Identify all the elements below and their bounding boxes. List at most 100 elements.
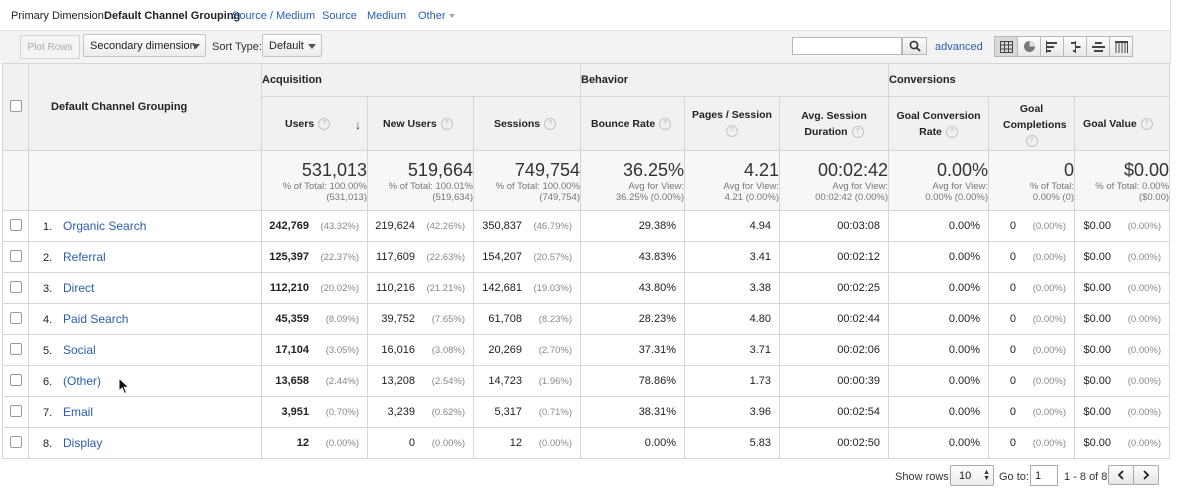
col-goal-value[interactable]: Goal Value? <box>1074 96 1171 151</box>
help-icon[interactable]: ? <box>1140 117 1153 130</box>
advanced-filter-link[interactable]: advanced <box>935 41 983 53</box>
search-button[interactable] <box>902 37 927 55</box>
metric-percent: (42.26%) <box>426 221 465 232</box>
row-dimension-link[interactable]: (Other) <box>63 374 102 388</box>
chevron-left-icon <box>1117 470 1124 480</box>
metric-value: 16,016 <box>381 344 415 356</box>
metric-value: 12 <box>509 437 522 449</box>
metric-value: 3.38 <box>749 282 771 294</box>
metric-value: 0 <box>1009 220 1017 232</box>
help-icon[interactable]: ? <box>851 125 864 138</box>
row-checkbox[interactable] <box>9 218 22 231</box>
total-sub: (531,013) <box>326 192 367 203</box>
plot-rows-button[interactable]: Plot Rows <box>20 35 80 59</box>
totals-empty-cell <box>28 150 262 211</box>
row-dimension-link[interactable]: Paid Search <box>63 312 129 326</box>
primary-dimension-other[interactable]: Other <box>418 10 455 22</box>
col-avg-session-duration[interactable]: Avg. Session Duration? <box>778 96 890 151</box>
metric-percent: (0.00%) <box>1127 376 1162 387</box>
row-dimension-link[interactable]: Email <box>63 405 94 419</box>
goto-input[interactable]: 1 <box>1030 465 1058 486</box>
pivot-view-button[interactable] <box>1109 36 1133 57</box>
col-users[interactable]: Users? ↓ <box>261 96 368 151</box>
help-icon[interactable]: ? <box>945 125 958 138</box>
row-checkbox[interactable] <box>9 373 22 386</box>
row-metric-cell: 00:03:08 <box>778 210 890 242</box>
pie-icon <box>1023 41 1035 52</box>
row-checkbox[interactable] <box>9 404 22 417</box>
row-metric-cell: 0.00% <box>888 365 990 397</box>
row-checkbox-cell <box>2 365 29 397</box>
row-checkbox[interactable] <box>9 342 22 355</box>
primary-dimension-source-medium[interactable]: Source / Medium <box>232 10 316 22</box>
row-checkbox[interactable] <box>9 311 22 324</box>
help-icon[interactable]: ? <box>544 117 557 130</box>
col-bounce-rate[interactable]: Bounce Rate? <box>580 96 685 151</box>
row-checkbox[interactable] <box>9 280 22 293</box>
primary-dimension-bar: Primary Dimension: Default Channel Group… <box>0 0 1171 30</box>
help-icon[interactable]: ? <box>659 117 672 130</box>
metric-value: 0 <box>1009 251 1017 263</box>
row-metric-cell: 0.00% <box>888 334 990 366</box>
total-users: 531,013% of Total: 100.00% (531,013) <box>261 150 368 211</box>
explorer-table: Default Channel Grouping Acquisition Beh… <box>2 63 1171 459</box>
row-metric-cell: 45,359 (8.09%) <box>261 303 368 335</box>
pie-view-button[interactable] <box>1017 36 1041 57</box>
totals-row: 531,013% of Total: 100.00% (531,013) 519,… <box>2 150 1171 211</box>
table-icon <box>999 40 1013 53</box>
row-dimension-link[interactable]: Organic Search <box>63 219 147 233</box>
col-new-users[interactable]: New Users? <box>367 96 474 151</box>
total-value: 749,754 <box>514 160 580 180</box>
term-cloud-view-button[interactable] <box>1086 36 1110 57</box>
help-icon[interactable]: ? <box>1025 135 1038 148</box>
table-view-button[interactable] <box>994 36 1018 57</box>
dimension-header[interactable]: Default Channel Grouping <box>28 63 262 151</box>
col-goal-completions[interactable]: Goal Completions? <box>988 96 1076 151</box>
metric-value: 0.00% <box>948 220 981 232</box>
sort-type-select[interactable]: Default <box>262 34 322 57</box>
comparison-view-button[interactable] <box>1063 36 1087 57</box>
metric-value: 219,624 <box>375 220 415 232</box>
metric-percent: (3.08%) <box>431 345 465 356</box>
pivot-icon <box>1114 40 1128 53</box>
select-all-checkbox[interactable] <box>9 99 22 112</box>
col-goal-conversion-rate[interactable]: Goal Conversion Rate? <box>888 96 990 151</box>
help-icon[interactable]: ? <box>726 125 738 138</box>
row-checkbox-cell <box>2 241 29 273</box>
table-search-input[interactable] <box>792 37 902 55</box>
total-sub: 00:02:42 (0.00%) <box>815 192 889 203</box>
row-checkbox[interactable] <box>9 435 22 448</box>
total-pages-session: 4.21 Avg for View: 4.21 (0.00%) <box>684 150 780 211</box>
total-sub: % of Total: 100.01% <box>388 181 473 192</box>
row-dimension-link[interactable]: Social <box>63 343 96 357</box>
prev-page-button[interactable] <box>1108 465 1134 485</box>
total-value: 0 <box>1064 160 1075 180</box>
row-dimension-link[interactable]: Display <box>63 436 103 450</box>
help-icon[interactable]: ? <box>440 117 453 130</box>
metric-value: 3.41 <box>749 251 771 263</box>
next-page-button[interactable] <box>1133 465 1159 485</box>
performance-view-button[interactable] <box>1040 36 1064 57</box>
metric-percent: (0.00%) <box>1127 252 1162 263</box>
col-sessions[interactable]: Sessions? <box>473 96 581 151</box>
col-pages-session[interactable]: Pages / Session? <box>684 96 780 151</box>
primary-dimension-source[interactable]: Source <box>322 10 357 22</box>
primary-dimension-medium[interactable]: Medium <box>367 10 407 22</box>
row-metric-cell: 12 (0.00%) <box>473 427 581 459</box>
metric-value: 12 <box>296 437 309 449</box>
secondary-dimension-select[interactable]: Secondary dimension <box>83 34 206 57</box>
table-toolbar: Plot Rows Secondary dimension Sort Type:… <box>0 30 1171 64</box>
help-icon[interactable]: ? <box>318 117 331 130</box>
row-checkbox[interactable] <box>9 249 22 262</box>
row-metric-cell: 350,837 (46.79%) <box>473 210 581 242</box>
metric-value: 61,708 <box>488 313 522 325</box>
row-metric-cell: 20,269 (2.70%) <box>473 334 581 366</box>
group-conversions: Conversions <box>888 63 1171 97</box>
row-metric-cell: 0.00% <box>888 241 990 273</box>
row-dimension-link[interactable]: Referral <box>63 250 106 264</box>
show-rows-select[interactable]: 10 ▲ ▼ <box>950 465 994 486</box>
metric-value: 117,609 <box>376 251 415 263</box>
metric-percent: (0.70%) <box>325 407 359 418</box>
row-dimension-link[interactable]: Direct <box>63 281 95 295</box>
total-sub: (519,634) <box>432 192 473 203</box>
